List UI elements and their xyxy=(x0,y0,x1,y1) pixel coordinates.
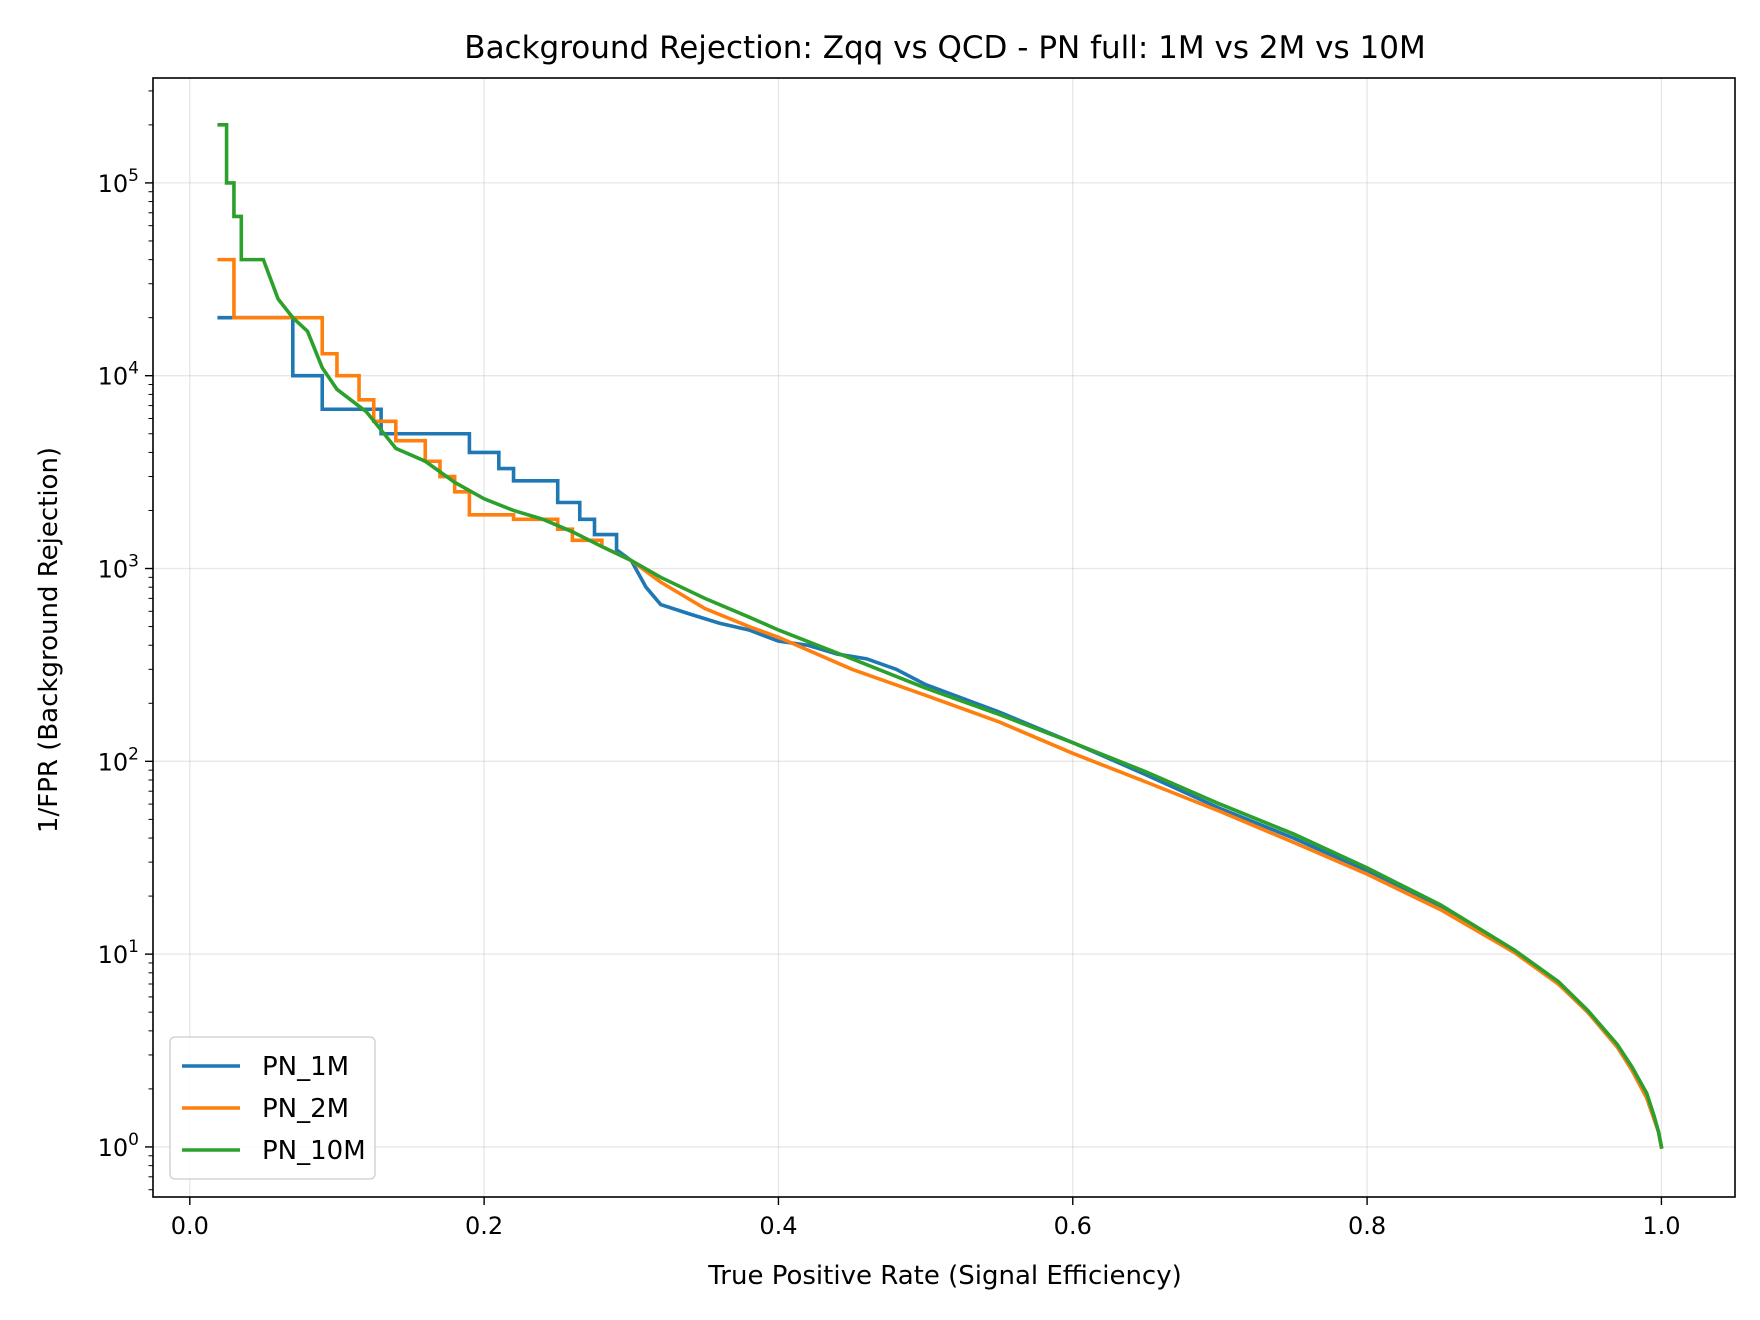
y-tick-label-exponent: 5 xyxy=(128,166,139,186)
chart-title: Background Rejection: Zqq vs QCD - PN fu… xyxy=(464,30,1425,66)
x-tick-label: 1.0 xyxy=(1642,1212,1680,1240)
legend-label-pn-1m: PN_1M xyxy=(262,1052,349,1082)
y-tick-label-exponent: 3 xyxy=(128,552,139,572)
y-tick-label-base: 10 xyxy=(98,748,129,776)
series-line-pn-10m xyxy=(217,123,1664,1150)
y-tick-label-exponent: 2 xyxy=(128,744,139,764)
y-tick-label: 102 xyxy=(98,744,139,776)
y-tick-label: 101 xyxy=(98,937,139,969)
x-tick-label: 0.6 xyxy=(1054,1212,1092,1240)
x-tick-label: 0.0 xyxy=(171,1212,209,1240)
plot-area-frame xyxy=(152,77,1736,1198)
legend: PN_1M PN_2M PN_10M xyxy=(169,1036,376,1180)
x-axis: 0.0 0.2 0.4 0.6 0.8 1.0 xyxy=(171,1197,1681,1240)
y-tick-label-exponent: 1 xyxy=(128,937,139,957)
legend-label-pn-10m: PN_10M xyxy=(262,1136,366,1166)
x-tick-label: 0.4 xyxy=(759,1212,797,1240)
legend-box xyxy=(169,1036,376,1180)
y-tick-label: 104 xyxy=(98,359,139,391)
y-tick-label-base: 10 xyxy=(98,556,129,584)
legend-label-pn-2m: PN_2M xyxy=(262,1094,349,1124)
y-tick-label-base: 10 xyxy=(98,363,129,391)
series-layer xyxy=(217,123,1664,1150)
y-tick-label-base: 10 xyxy=(98,1134,129,1162)
y-tick-label: 100 xyxy=(98,1130,139,1162)
y-tick-label: 105 xyxy=(98,166,139,198)
y-axis-label: 1/FPR (Background Rejection) xyxy=(34,447,64,833)
y-tick-label-exponent: 0 xyxy=(128,1130,139,1150)
y-tick-label-exponent: 4 xyxy=(128,359,139,379)
y-tick-label-base: 10 xyxy=(98,170,129,198)
x-tick-label: 0.2 xyxy=(465,1212,503,1240)
series-line-pn-2m xyxy=(217,257,1664,1150)
x-axis-label: True Positive Rate (Signal Efficiency) xyxy=(707,1261,1182,1291)
y-tick-label: 103 xyxy=(98,552,139,584)
y-tick-label-base: 10 xyxy=(98,941,129,969)
x-tick-label: 0.8 xyxy=(1348,1212,1386,1240)
